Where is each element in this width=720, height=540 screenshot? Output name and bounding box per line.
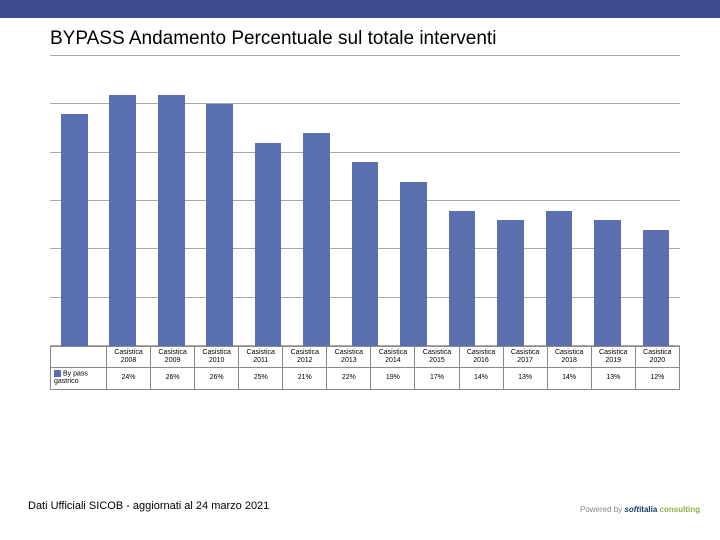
footer-note: Dati Ufficiali SICOB - aggiornati al 24 … <box>28 500 269 512</box>
table-value-cell: 21% <box>283 368 327 389</box>
table-header-cell: Casistica2010 <box>195 347 239 368</box>
table-value-cell: 14% <box>459 368 503 389</box>
table-header-cell: Casistica2013 <box>327 347 371 368</box>
bar <box>546 211 573 346</box>
table-value-cell: 19% <box>371 368 415 389</box>
table-value-cell: 25% <box>239 368 283 389</box>
table-value-cell: 14% <box>547 368 591 389</box>
table-header-cell: Casistica2019 <box>591 347 635 368</box>
bar <box>255 143 282 346</box>
chart-bars <box>50 56 680 346</box>
bar <box>643 230 670 346</box>
bar-slot <box>389 56 437 346</box>
bar-slot <box>535 56 583 346</box>
bar <box>497 220 524 346</box>
table-corner <box>51 347 107 368</box>
powered-prefix: Powered by <box>580 505 624 514</box>
bar <box>206 104 233 346</box>
bar-slot <box>583 56 631 346</box>
table-value-cell: 12% <box>635 368 679 389</box>
table-header-cell: Casistica2015 <box>415 347 459 368</box>
bar <box>109 95 136 346</box>
table-value-cell: 24% <box>107 368 151 389</box>
brand-consulting: consulting <box>660 505 700 514</box>
table-header-cell: Casistica2016 <box>459 347 503 368</box>
table-header-row: Casistica2008Casistica2009Casistica2010C… <box>51 347 680 368</box>
page-title: BYPASS Andamento Percentuale sul totale … <box>0 18 720 56</box>
table-header-cell: Casistica2018 <box>547 347 591 368</box>
table-header-cell: Casistica2017 <box>503 347 547 368</box>
bar <box>400 182 427 346</box>
brand-italia: italia <box>639 505 657 514</box>
bar <box>303 133 330 346</box>
bar-slot <box>486 56 534 346</box>
bar <box>61 114 88 346</box>
series-label-cell: By pass gastrico <box>51 368 107 389</box>
bar-slot <box>438 56 486 346</box>
bar-slot <box>244 56 292 346</box>
legend-swatch <box>54 370 61 377</box>
bar <box>352 162 379 346</box>
table-value-cell: 22% <box>327 368 371 389</box>
bar <box>594 220 621 346</box>
table-header-cell: Casistica2011 <box>239 347 283 368</box>
table-value-cell: 26% <box>151 368 195 389</box>
table-value-cell: 26% <box>195 368 239 389</box>
table-header-cell: Casistica2014 <box>371 347 415 368</box>
bar-slot <box>341 56 389 346</box>
bar-slot <box>98 56 146 346</box>
bar-slot <box>147 56 195 346</box>
bar-slot <box>632 56 680 346</box>
powered-by: Powered by softitalia consulting <box>580 505 700 514</box>
bar <box>449 211 476 346</box>
table-value-cell: 17% <box>415 368 459 389</box>
bar-chart <box>50 56 680 346</box>
table-header-cell: Casistica2009 <box>151 347 195 368</box>
bar-slot <box>292 56 340 346</box>
table-header-cell: Casistica2008 <box>107 347 151 368</box>
table-value-cell: 13% <box>503 368 547 389</box>
table-value-cell: 13% <box>591 368 635 389</box>
table-value-row: By pass gastrico24%26%26%25%21%22%19%17%… <box>51 368 680 389</box>
brand-soft: soft <box>624 505 639 514</box>
table-header-cell: Casistica2020 <box>635 347 679 368</box>
data-table: Casistica2008Casistica2009Casistica2010C… <box>50 346 680 390</box>
top-bar <box>0 0 720 18</box>
bar-slot <box>50 56 98 346</box>
bar <box>158 95 185 346</box>
table-header-cell: Casistica2012 <box>283 347 327 368</box>
bar-slot <box>195 56 243 346</box>
